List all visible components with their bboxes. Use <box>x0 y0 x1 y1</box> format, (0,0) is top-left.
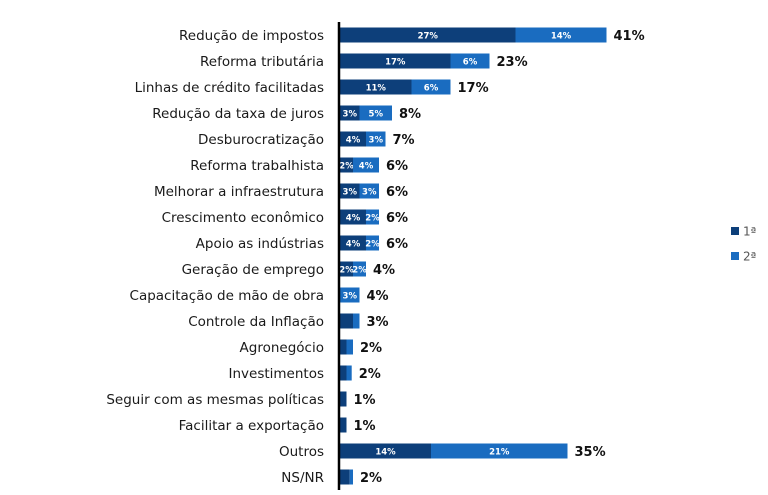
segment-value-label: 4% <box>346 240 361 250</box>
segment-value-label: 2% <box>352 266 367 276</box>
total-value-label: 1% <box>354 419 376 434</box>
bar-segment-1 <box>340 365 347 381</box>
category-label: Redução da taxa de juros <box>152 106 324 122</box>
segment-value-label: 6% <box>424 84 439 94</box>
category-label: Geração de emprego <box>182 262 324 278</box>
category-label: Crescimento econômico <box>162 210 324 226</box>
bar-segment-2 <box>353 313 360 329</box>
bar-segment-1 <box>340 183 360 199</box>
bar-segment-1 <box>340 209 366 225</box>
segment-value-label: 3% <box>343 110 358 120</box>
total-value-label: 41% <box>614 29 645 44</box>
category-label: Capacitação de mão de obra <box>130 288 324 304</box>
bar-segment-1 <box>340 313 353 329</box>
segment-value-label: 6% <box>463 58 478 68</box>
legend-label: 1ª <box>743 225 756 239</box>
total-value-label: 4% <box>373 263 395 278</box>
bar-segment-1 <box>340 261 353 277</box>
segment-value-label: 21% <box>489 448 510 458</box>
bar-segment-1 <box>340 27 516 43</box>
total-value-label: 8% <box>399 107 421 122</box>
segment-value-label: 3% <box>343 188 358 198</box>
bar-segment-2 <box>366 209 379 225</box>
bar-segment-2 <box>359 105 392 121</box>
bar-segment-1 <box>340 469 350 485</box>
bar-segment-1 <box>340 53 451 69</box>
segment-value-label: 4% <box>359 162 374 172</box>
segment-value-label: 2% <box>365 240 380 250</box>
legend: 1ª 2ª <box>731 225 756 264</box>
segment-value-label: 17% <box>385 58 406 68</box>
total-value-label: 23% <box>497 55 528 70</box>
bar-segment-1 <box>340 417 347 433</box>
category-label: Controle da Inflação <box>188 314 324 330</box>
bar-segment-2 <box>366 235 379 251</box>
legend-swatch-2 <box>731 252 739 260</box>
bar-segment-2 <box>346 339 353 355</box>
total-value-label: 6% <box>386 211 408 226</box>
category-label: Reforma tributária <box>200 54 324 70</box>
bars-layer: Redução de impostos 27% 14% 41% Reforma trib… <box>106 27 645 486</box>
segment-value-label: 2% <box>339 162 354 172</box>
category-label: Investimentos <box>228 366 324 382</box>
total-value-label: 6% <box>386 159 408 174</box>
segment-value-label: 4% <box>346 136 361 146</box>
segment-value-label: 11% <box>366 84 387 94</box>
total-value-label: 3% <box>367 315 389 330</box>
category-label: Reforma trabalhista <box>190 158 324 174</box>
segment-value-label: 3% <box>369 136 384 146</box>
bar-segment-1 <box>340 391 347 407</box>
bar-segment-2 <box>349 469 353 485</box>
category-label: Seguir com as mesmas políticas <box>106 392 324 408</box>
category-label: Desburocratização <box>198 132 324 148</box>
bar-segment-1 <box>340 157 353 173</box>
category-label: Linhas de crédito facilitadas <box>135 80 324 96</box>
legend-swatch-1 <box>731 227 739 235</box>
bar-segment-1 <box>340 339 347 355</box>
segment-value-label: 2% <box>339 266 354 276</box>
total-value-label: 4% <box>367 289 389 304</box>
segment-value-label: 27% <box>418 32 439 42</box>
category-label: Apoio as indústrias <box>196 236 324 252</box>
segment-value-label: 3% <box>362 188 377 198</box>
total-value-label: 17% <box>458 81 489 96</box>
bar-segment-2 <box>340 287 360 303</box>
total-value-label: 7% <box>393 133 415 148</box>
total-value-label: 2% <box>360 341 382 356</box>
segment-value-label: 14% <box>551 32 572 42</box>
bar-segment-1 <box>340 131 366 147</box>
category-label: Facilitar a exportação <box>179 418 324 434</box>
category-label: Redução de impostos <box>179 28 324 44</box>
bar-segment-2 <box>366 131 386 147</box>
bar-segment-2 <box>411 79 451 95</box>
bar-segment-2 <box>353 261 366 277</box>
bar-segment-2 <box>450 53 490 69</box>
category-label: Agronegócio <box>240 340 324 356</box>
category-label: Outros <box>279 444 324 460</box>
segment-value-label: 3% <box>343 292 358 302</box>
bar-segment-1 <box>340 79 412 95</box>
total-value-label: 6% <box>386 237 408 252</box>
segment-value-label: 4% <box>346 214 361 224</box>
bar-segment-2 <box>346 365 352 381</box>
total-value-label: 1% <box>354 393 376 408</box>
total-value-label: 2% <box>360 471 382 486</box>
bar-segment-2 <box>353 157 379 173</box>
bar-segment-2 <box>431 443 568 459</box>
total-value-label: 2% <box>359 367 381 382</box>
bar-segment-1 <box>340 105 360 121</box>
category-label: NS/NR <box>281 470 324 486</box>
segment-value-label: 2% <box>365 214 380 224</box>
total-value-label: 6% <box>386 185 408 200</box>
legend-label: 2ª <box>743 250 756 264</box>
category-label: Melhorar a infraestrutura <box>154 184 324 200</box>
segment-value-label: 5% <box>369 110 384 120</box>
bar-segment-2 <box>515 27 607 43</box>
bar-segment-2 <box>359 183 379 199</box>
bar-segment-1 <box>340 443 431 459</box>
segment-value-label: 14% <box>375 448 396 458</box>
bar-segment-1 <box>340 235 366 251</box>
total-value-label: 35% <box>575 445 606 460</box>
